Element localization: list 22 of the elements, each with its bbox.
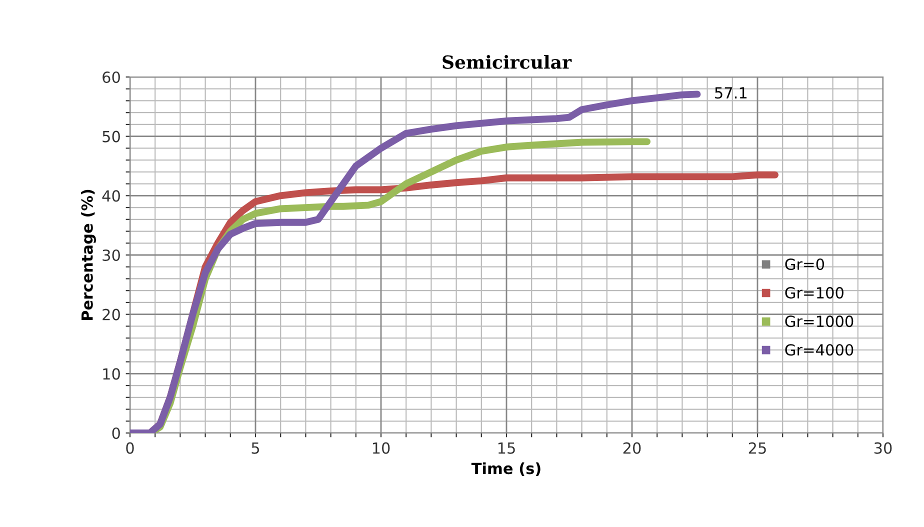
- legend-label: Gr=0: [785, 258, 824, 270]
- y-tick-label: 40: [102, 190, 120, 202]
- legend-label: Gr=1000: [785, 316, 854, 328]
- x-tick-label: 20: [623, 442, 641, 454]
- x-tick-label: 0: [126, 442, 134, 454]
- y-tick-label: 20: [102, 308, 120, 320]
- y-tick-label: 60: [102, 71, 120, 84]
- x-tick-label: 15: [498, 442, 515, 454]
- data-label: 57.1: [715, 87, 747, 99]
- y-tick-label: 0: [112, 427, 120, 440]
- y-tick-label: 10: [103, 368, 120, 380]
- x-tick-label: 25: [748, 442, 766, 454]
- y-axis-title: Percentage (%): [81, 190, 96, 320]
- x-tick-label: 10: [372, 442, 390, 454]
- y-tick-label: 30: [102, 249, 120, 262]
- legend-label: Gr=4000: [785, 344, 854, 356]
- x-tick-label: 30: [874, 442, 892, 454]
- x-axis-title: Time (s): [471, 462, 540, 476]
- y-tick-label: 50: [102, 130, 120, 142]
- chart-title: Semicircular: [442, 54, 572, 69]
- legend-label: Gr=100: [785, 287, 844, 299]
- x-tick-label: 5: [252, 442, 260, 454]
